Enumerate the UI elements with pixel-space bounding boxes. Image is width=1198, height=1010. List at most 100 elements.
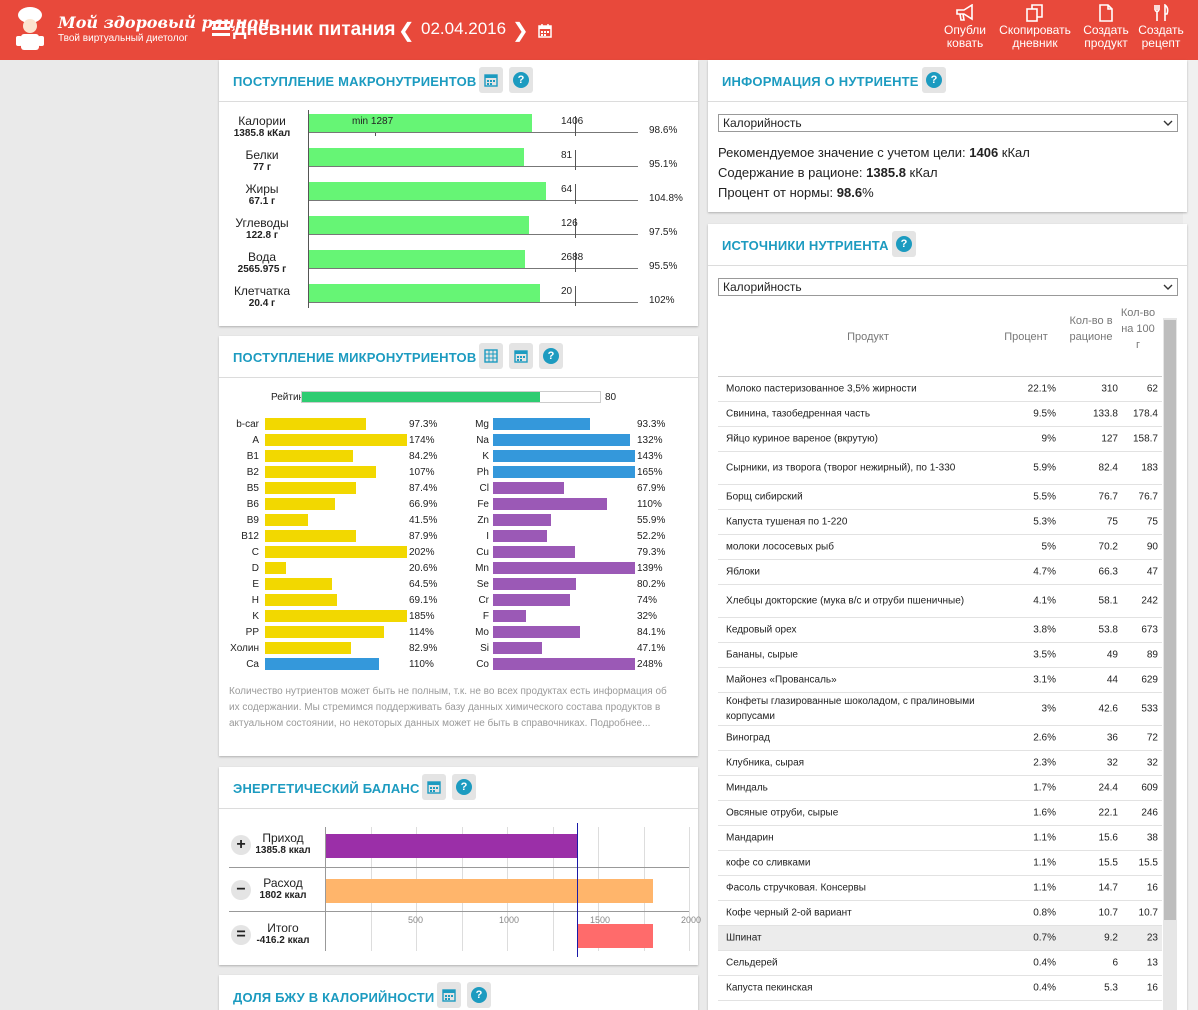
micro-bar [265,594,337,606]
source-row[interactable]: Борщ сибирский 5.5% 76.7 76.7 [718,485,1162,510]
bju-calendar-button[interactable] [437,982,461,1008]
info-help-button[interactable]: ? [922,67,946,93]
source-row[interactable]: Шпинат 0.7% 9.2 23 [718,926,1162,951]
source-row[interactable]: Кедровый орех 3.8% 53.8 673 [718,618,1162,643]
source-row[interactable]: Молоко пастеризованное 3,5% жирности 22.1… [718,377,1162,402]
macro-calendar-button[interactable] [479,67,503,93]
macro-percent: 95.5% [649,261,678,272]
source-row[interactable]: Капуста тушеная по 1-220 5.3% 75 75 [718,510,1162,535]
energy-title: ЭНЕРГЕТИЧЕСКИЙ БАЛАНС [233,781,420,796]
copy-diary-label-2: дневник [1012,36,1058,50]
prev-date-chevron-icon[interactable]: ❮ [398,20,415,42]
macro-help-button[interactable]: ? [509,67,533,93]
publish-label-2: ковать [946,36,984,50]
sources-nutrient-select[interactable]: Калорийность [718,278,1178,296]
source-product: кофе со сливками [726,857,811,869]
source-percent: 1.6% [1033,807,1056,819]
source-row[interactable]: Капуста пекинская 0.4% 5.3 16 [718,976,1162,1001]
current-date[interactable]: 02.04.2016 [421,19,507,38]
micro-bar [493,482,564,494]
micro-name: Co [476,659,489,670]
source-row[interactable]: кофе со сливками 1.1% 15.5 15.5 [718,851,1162,876]
source-row[interactable]: Сельдерей 0.4% 6 13 [718,951,1162,976]
source-row[interactable]: Клубника, сырая 2.3% 32 32 [718,751,1162,776]
energy-calendar-button[interactable] [422,774,446,800]
micro-percent: 248% [637,659,663,670]
nutrients-note[interactable]: Количество нутриентов может быть не полн… [229,686,667,729]
source-row[interactable]: Свинина, тазобедренная часть 9.5% 133.8 178… [718,402,1162,427]
source-product: Молоко пастеризованное 3,5% жирности [726,383,917,395]
energy-grid-line [689,827,690,951]
bju-help-button[interactable]: ? [467,982,491,1008]
next-date-chevron-icon[interactable]: ❯ [512,20,529,42]
column-amount[interactable]: Кол-во в рационе [1069,315,1113,343]
source-row[interactable]: Сырники, из творога (творог нежирный), п… [718,452,1162,485]
micro-bar [493,466,635,478]
create-recipe-button[interactable]: Создать рецепт [1135,4,1187,50]
bju-card-header: ДОЛЯ БЖУ В КАЛОРИЙНОСТИ ? [219,975,698,1010]
hamburger-menu-icon[interactable] [212,21,230,36]
macro-guide-line [309,166,638,167]
column-percent[interactable]: Процент [1004,331,1048,343]
energy-help-button[interactable]: ? [452,774,476,800]
micro-name: B2 [246,467,259,478]
source-row[interactable]: Бананы, сырые 3.5% 49 89 [718,643,1162,668]
publish-label-1: Опубли [943,23,986,37]
recommended-value: 1406 [969,145,999,160]
micro-name: K [482,451,489,462]
micro-help-button[interactable]: ? [539,343,563,369]
macro-name: Жиры [245,182,279,196]
rating-fill [302,392,540,402]
source-row[interactable]: Кофе черный 2-ой вариант 0.8% 10.7 10.7 [718,901,1162,926]
document-icon [1099,4,1113,22]
energy-sign-icon: + [231,835,251,855]
source-per100: 246 [1141,807,1158,819]
energy-value: -416.2 ккал [256,935,310,946]
column-per100[interactable]: Кол-во на 100 г [1120,307,1156,351]
source-row[interactable]: Яблоки 4.7% 66.3 47 [718,560,1162,585]
macro-name: Белки [245,148,279,162]
source-product: Кофе черный 2-ой вариант [726,907,852,919]
source-row[interactable]: Фасоль стручковая. Консервы 1.1% 14.7 16 [718,876,1162,901]
micro-percent: 114% [409,627,434,638]
source-percent: 0.4% [1033,982,1056,994]
sources-scrollbar-thumb[interactable] [1164,320,1176,920]
sources-help-button[interactable]: ? [892,231,916,257]
sources-scrollbar[interactable] [1163,318,1177,1010]
micro-percent: 66.9% [409,499,438,510]
source-row[interactable]: молоки лососевых рыб 5% 70.2 90 [718,535,1162,560]
source-amount: 82.4 [1098,462,1118,474]
macro-norm: 64 [561,184,573,195]
micro-name: E [252,579,259,590]
source-row[interactable]: Виноград 2.6% 36 72 [718,726,1162,751]
macro-value: 20.4 г [248,298,276,309]
micro-bar [265,418,366,430]
source-amount: 5.3 [1104,982,1118,994]
copy-diary-button[interactable]: Скопировать дневник [994,4,1076,50]
source-per100: 38 [1146,832,1158,844]
chef-logo-icon[interactable] [10,6,50,54]
publish-button[interactable]: Опубли ковать [940,4,990,50]
source-row[interactable]: Яйцо куриное вареное (вкрутую) 9% 127 158.7 [718,427,1162,452]
help-icon: ? [513,72,529,88]
source-row[interactable]: Майонез «Провансаль» 3.1% 44 629 [718,668,1162,693]
source-row[interactable]: Миндаль 1.7% 24.4 609 [718,776,1162,801]
nutrient-select[interactable]: Калорийность [718,114,1178,132]
calendar-icon[interactable] [538,24,552,38]
source-row[interactable]: Конфеты глазированные шоколадом, с прали… [718,693,1162,726]
source-percent: 9.5% [1033,408,1056,420]
micro-table-button[interactable] [479,343,503,369]
create-product-button[interactable]: Создать продукт [1080,4,1132,50]
source-row[interactable]: Хлебцы докторские (мука в/с и отруби пше… [718,585,1162,618]
micro-calendar-button[interactable] [509,343,533,369]
energy-axis-line [325,827,326,951]
energy-name: Расход [263,876,303,890]
source-row[interactable]: Овсяные отруби, сырые 1.6% 22.1 246 [718,801,1162,826]
table-icon [484,349,498,363]
source-percent: 1.1% [1033,832,1056,844]
micro-percent: 80.2% [637,579,666,590]
column-product[interactable]: Продукт [847,331,889,343]
source-row[interactable]: Мандарин 1.1% 15.6 38 [718,826,1162,851]
micro-card-header: ПОСТУПЛЕНИЕ МИКРОНУТРИЕНТОВ ? [219,336,698,378]
source-percent: 3.5% [1033,649,1056,661]
